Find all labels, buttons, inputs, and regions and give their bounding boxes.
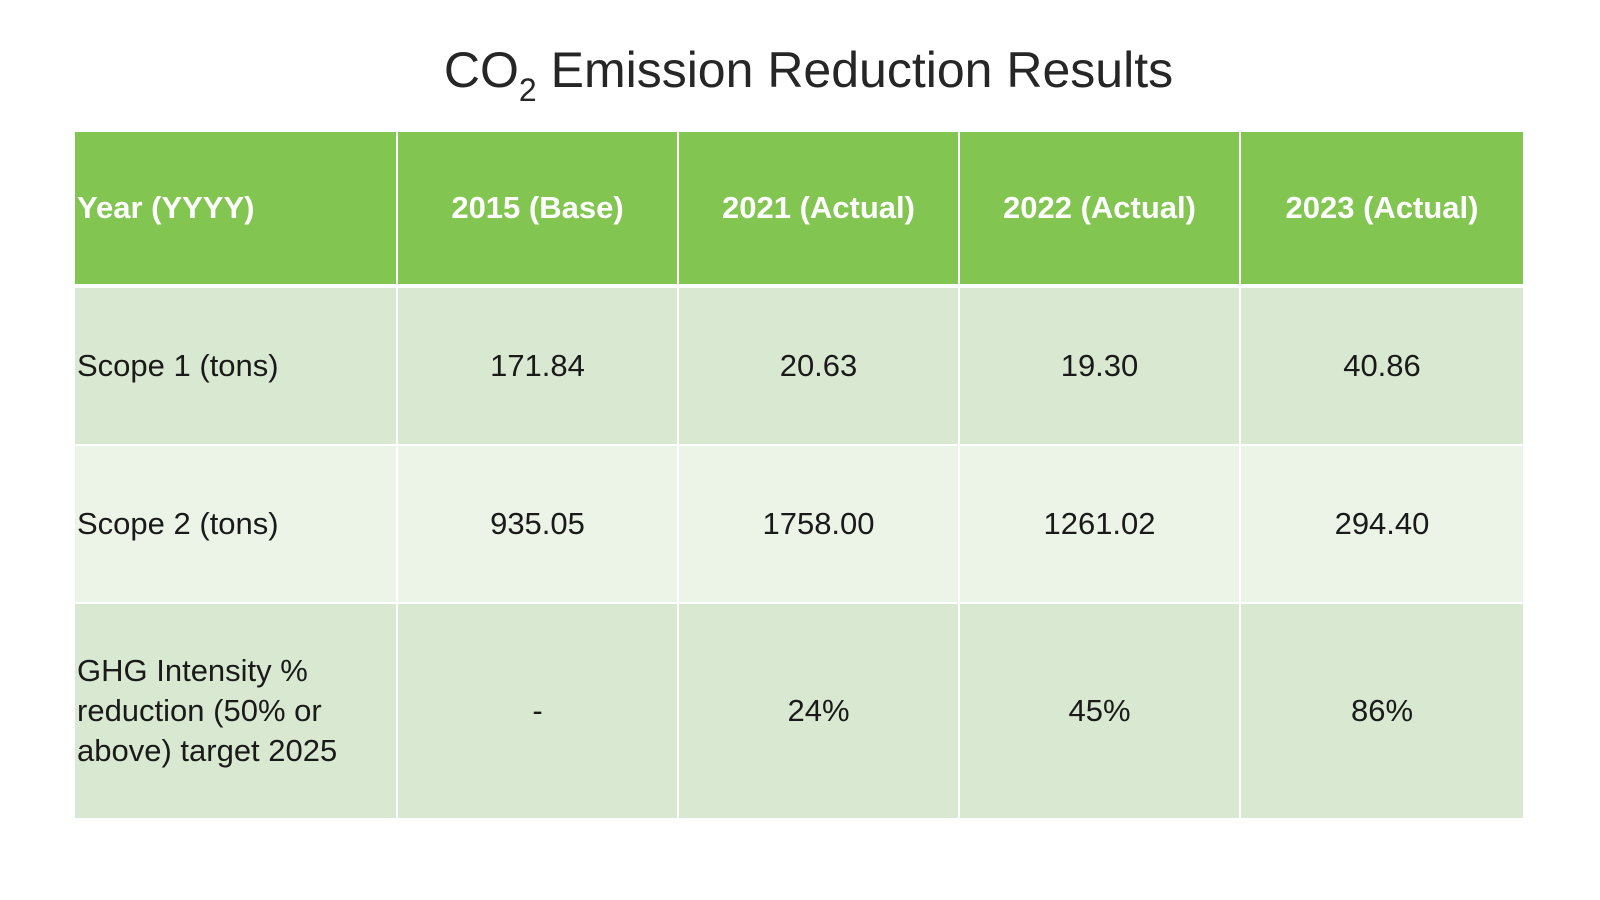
title-prefix: CO xyxy=(443,42,519,98)
table-row-scope-2: Scope 2 (tons) 935.05 1758.00 1261.02 29… xyxy=(75,444,1523,604)
table-cell: 171.84 xyxy=(396,286,679,445)
row-label: Scope 1 (tons) xyxy=(75,286,398,445)
title-subscript: 2 xyxy=(518,72,537,108)
row-label: Scope 2 (tons) xyxy=(75,444,398,604)
header-2021: 2021 (Actual) xyxy=(677,132,960,286)
table-cell: 20.63 xyxy=(677,286,960,445)
header-2022: 2022 (Actual) xyxy=(958,132,1241,286)
table-row-scope-1: Scope 1 (tons) 171.84 20.63 19.30 40.86 xyxy=(75,286,1523,445)
table-header-row: Year (YYYY) 2015 (Base) 2021 (Actual) 20… xyxy=(75,132,1523,286)
emission-results-table: Year (YYYY) 2015 (Base) 2021 (Actual) 20… xyxy=(75,132,1523,818)
table-cell: 45% xyxy=(958,603,1241,818)
table-cell: 19.30 xyxy=(958,286,1241,445)
table-row-ghg-intensity: GHG Intensity % reduction (50% or above)… xyxy=(75,603,1523,818)
table-cell: 86% xyxy=(1239,603,1523,818)
header-year: Year (YYYY) xyxy=(75,132,398,286)
slide-title: CO2 Emission Reduction Results xyxy=(0,38,1600,106)
header-2015: 2015 (Base) xyxy=(396,132,679,286)
table-cell: 935.05 xyxy=(396,444,679,604)
table-cell: 40.86 xyxy=(1239,286,1523,445)
table-cell: - xyxy=(396,603,679,818)
title-suffix: Emission Reduction Results xyxy=(536,42,1174,98)
table-cell: 294.40 xyxy=(1239,444,1523,604)
header-2023: 2023 (Actual) xyxy=(1239,132,1523,286)
row-label: GHG Intensity % reduction (50% or above)… xyxy=(75,603,398,818)
table-cell: 24% xyxy=(677,603,960,818)
table-cell: 1261.02 xyxy=(958,444,1241,604)
table-cell: 1758.00 xyxy=(677,444,960,604)
